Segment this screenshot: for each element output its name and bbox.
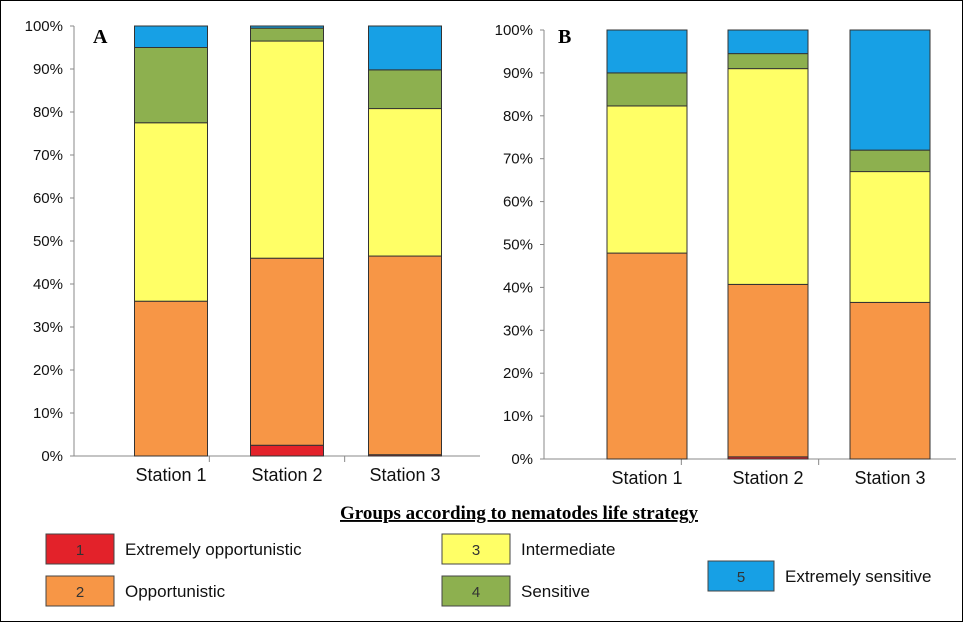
panel-b-y-tick-label: 40%: [503, 279, 533, 296]
panel-a-bar-segment-sensitive: [368, 69, 442, 110]
panel-a-y-tick-label: 60%: [33, 190, 63, 207]
panel-b-bar-segment-opportunistic: [606, 252, 688, 460]
panel-b-y-tick-label: 100%: [495, 22, 533, 39]
panel-a-bar-segment-intermediate: [250, 40, 324, 259]
legend-number-5: 5: [737, 569, 745, 586]
legend-number-1: 1: [76, 542, 84, 559]
panel-a-category-label: Station 2: [251, 465, 322, 485]
panel-b-letter: B: [558, 26, 571, 48]
panel-b-bar-segment-intermediate: [606, 105, 688, 254]
panel-b-y-tick-label: 90%: [503, 65, 533, 82]
panel-b-bar-segment-extremely-sensitive: [727, 29, 809, 55]
panel-b-category-label: Station 3: [854, 468, 925, 488]
panel-a-y-tick-label: 40%: [33, 276, 63, 293]
legend-swatch-3: [441, 533, 511, 565]
panel-b-bar-segment-extremely-sensitive: [849, 29, 931, 151]
panel-a-bar-segment-extremely-sensitive: [134, 25, 208, 48]
panel-a-y-tick-label: 50%: [33, 233, 63, 250]
panel-b-y-tick-label: 70%: [503, 151, 533, 168]
legend-number-4: 4: [472, 584, 480, 601]
panel-b-bar-segment-sensitive: [727, 53, 809, 70]
panel-a-y-tick-label: 10%: [33, 405, 63, 422]
legend-swatch-5: [707, 560, 775, 592]
legend-label-4: Sensitive: [521, 582, 590, 601]
panel-a-category-label: Station 1: [135, 465, 206, 485]
panel-a-bar-segment-sensitive: [134, 47, 208, 124]
panel-b-bar-segment-intermediate: [727, 68, 809, 285]
panel-a-y-tick-label: 0%: [41, 448, 63, 465]
panel-a-bar-segment-extremely-opportunistic: [250, 444, 324, 457]
panel-b-bar-segment-opportunistic: [849, 301, 931, 460]
legend-label-1: Extremely opportunistic: [125, 540, 302, 559]
panel-b-chart: 0% 10% 20% 30% 40% 50% 60% 70% 80% 90% 100% Station…: [495, 22, 956, 488]
panel-a-bar-segment-extremely-sensitive: [368, 25, 442, 71]
panel-a-bar-segment-extremely-sensitive: [250, 25, 324, 29]
panel-b-y-tick-label: 50%: [503, 237, 533, 254]
panel-a-y-tick-label: 90%: [33, 61, 63, 78]
panel-a-bar-segment-intermediate: [368, 108, 442, 257]
legend-number-2: 2: [76, 584, 84, 601]
legend-label-5: Extremely sensitive: [785, 567, 931, 586]
panel-b-y-tick-label: 30%: [503, 322, 533, 339]
panel-b-y-tick-label: 10%: [503, 408, 533, 425]
panel-a-y-tick-label: 80%: [33, 104, 63, 121]
panel-b-category-label: Station 1: [611, 468, 682, 488]
legend-label-3: Intermediate: [521, 540, 616, 559]
panel-a-letter: A: [93, 26, 108, 48]
panel-a-category-label: Station 3: [369, 465, 440, 485]
panel-a-chart: 0% 10% 20% 30% 40% 50% 60% 70% 80% 90% 100% Station…: [25, 18, 480, 485]
panel-b-y-tick-label: 80%: [503, 108, 533, 125]
panel-b-bar-segment-sensitive: [849, 149, 931, 173]
legend: Groups according to nematodes life strat…: [45, 503, 931, 607]
panel-a-y-tick-label: 20%: [33, 362, 63, 379]
panel-a-bar-segment-opportunistic: [250, 257, 324, 446]
legend-label-2: Opportunistic: [125, 582, 226, 601]
panel-b-y-tick-label: 0%: [511, 451, 533, 468]
panel-a-bar-segment-sensitive: [250, 27, 324, 42]
panel-a-bar-segment-opportunistic: [368, 255, 442, 456]
legend-swatch-4: [441, 575, 511, 607]
panel-b-y-tick-label: 60%: [503, 194, 533, 211]
legend-number-3: 3: [472, 542, 480, 559]
panel-b-category-label: Station 2: [732, 468, 803, 488]
panel-b-y-tick-label: 20%: [503, 365, 533, 382]
legend-swatch-2: [45, 575, 115, 607]
legend-swatch-1: [45, 533, 115, 565]
legend-title: Groups according to nematodes life strat…: [340, 503, 698, 524]
panel-a-y-tick-label: 30%: [33, 319, 63, 336]
panel-b-bar-segment-opportunistic: [727, 283, 809, 458]
panel-b-bar-segment-extremely-sensitive: [606, 29, 688, 74]
panel-a-bar-segment-intermediate: [134, 122, 208, 302]
panel-b-bar-segment-sensitive: [606, 72, 688, 107]
panel-a-bar-segment-opportunistic: [134, 300, 208, 457]
panel-a-y-tick-label: 100%: [25, 18, 63, 35]
panel-b-bar-segment-intermediate: [849, 171, 931, 303]
panel-a-y-tick-label: 70%: [33, 147, 63, 164]
